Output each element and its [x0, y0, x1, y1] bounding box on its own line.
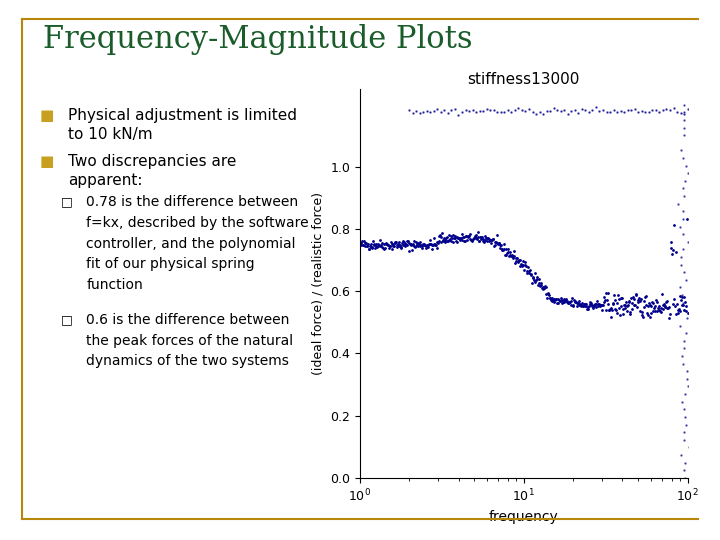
Text: 0.78 is the difference between: 0.78 is the difference between: [86, 195, 299, 210]
Text: □: □: [61, 313, 73, 326]
Text: Physical adjustment is limited: Physical adjustment is limited: [68, 108, 297, 123]
Text: □: □: [61, 195, 73, 208]
Text: f=kx, described by the software: f=kx, described by the software: [86, 216, 309, 230]
Text: the peak forces of the natural: the peak forces of the natural: [86, 334, 294, 348]
X-axis label: frequency: frequency: [489, 510, 559, 524]
Text: Two discrepancies are: Two discrepancies are: [68, 154, 237, 169]
Text: apparent:: apparent:: [68, 173, 143, 188]
Text: Frequency-Magnitude Plots: Frequency-Magnitude Plots: [43, 24, 473, 55]
Text: to 10 kN/m: to 10 kN/m: [68, 127, 153, 142]
Text: controller, and the polynomial: controller, and the polynomial: [86, 237, 296, 251]
Text: fit of our physical spring: fit of our physical spring: [86, 257, 255, 271]
Text: 0.6 is the difference between: 0.6 is the difference between: [86, 313, 289, 327]
Text: function: function: [86, 278, 143, 292]
Y-axis label: (ideal force) / (realistic force): (ideal force) / (realistic force): [312, 192, 325, 375]
Text: ■: ■: [40, 108, 54, 123]
Text: dynamics of the two systems: dynamics of the two systems: [86, 354, 289, 368]
Title: stiffness13000: stiffness13000: [467, 71, 580, 86]
Text: ■: ■: [40, 154, 54, 169]
